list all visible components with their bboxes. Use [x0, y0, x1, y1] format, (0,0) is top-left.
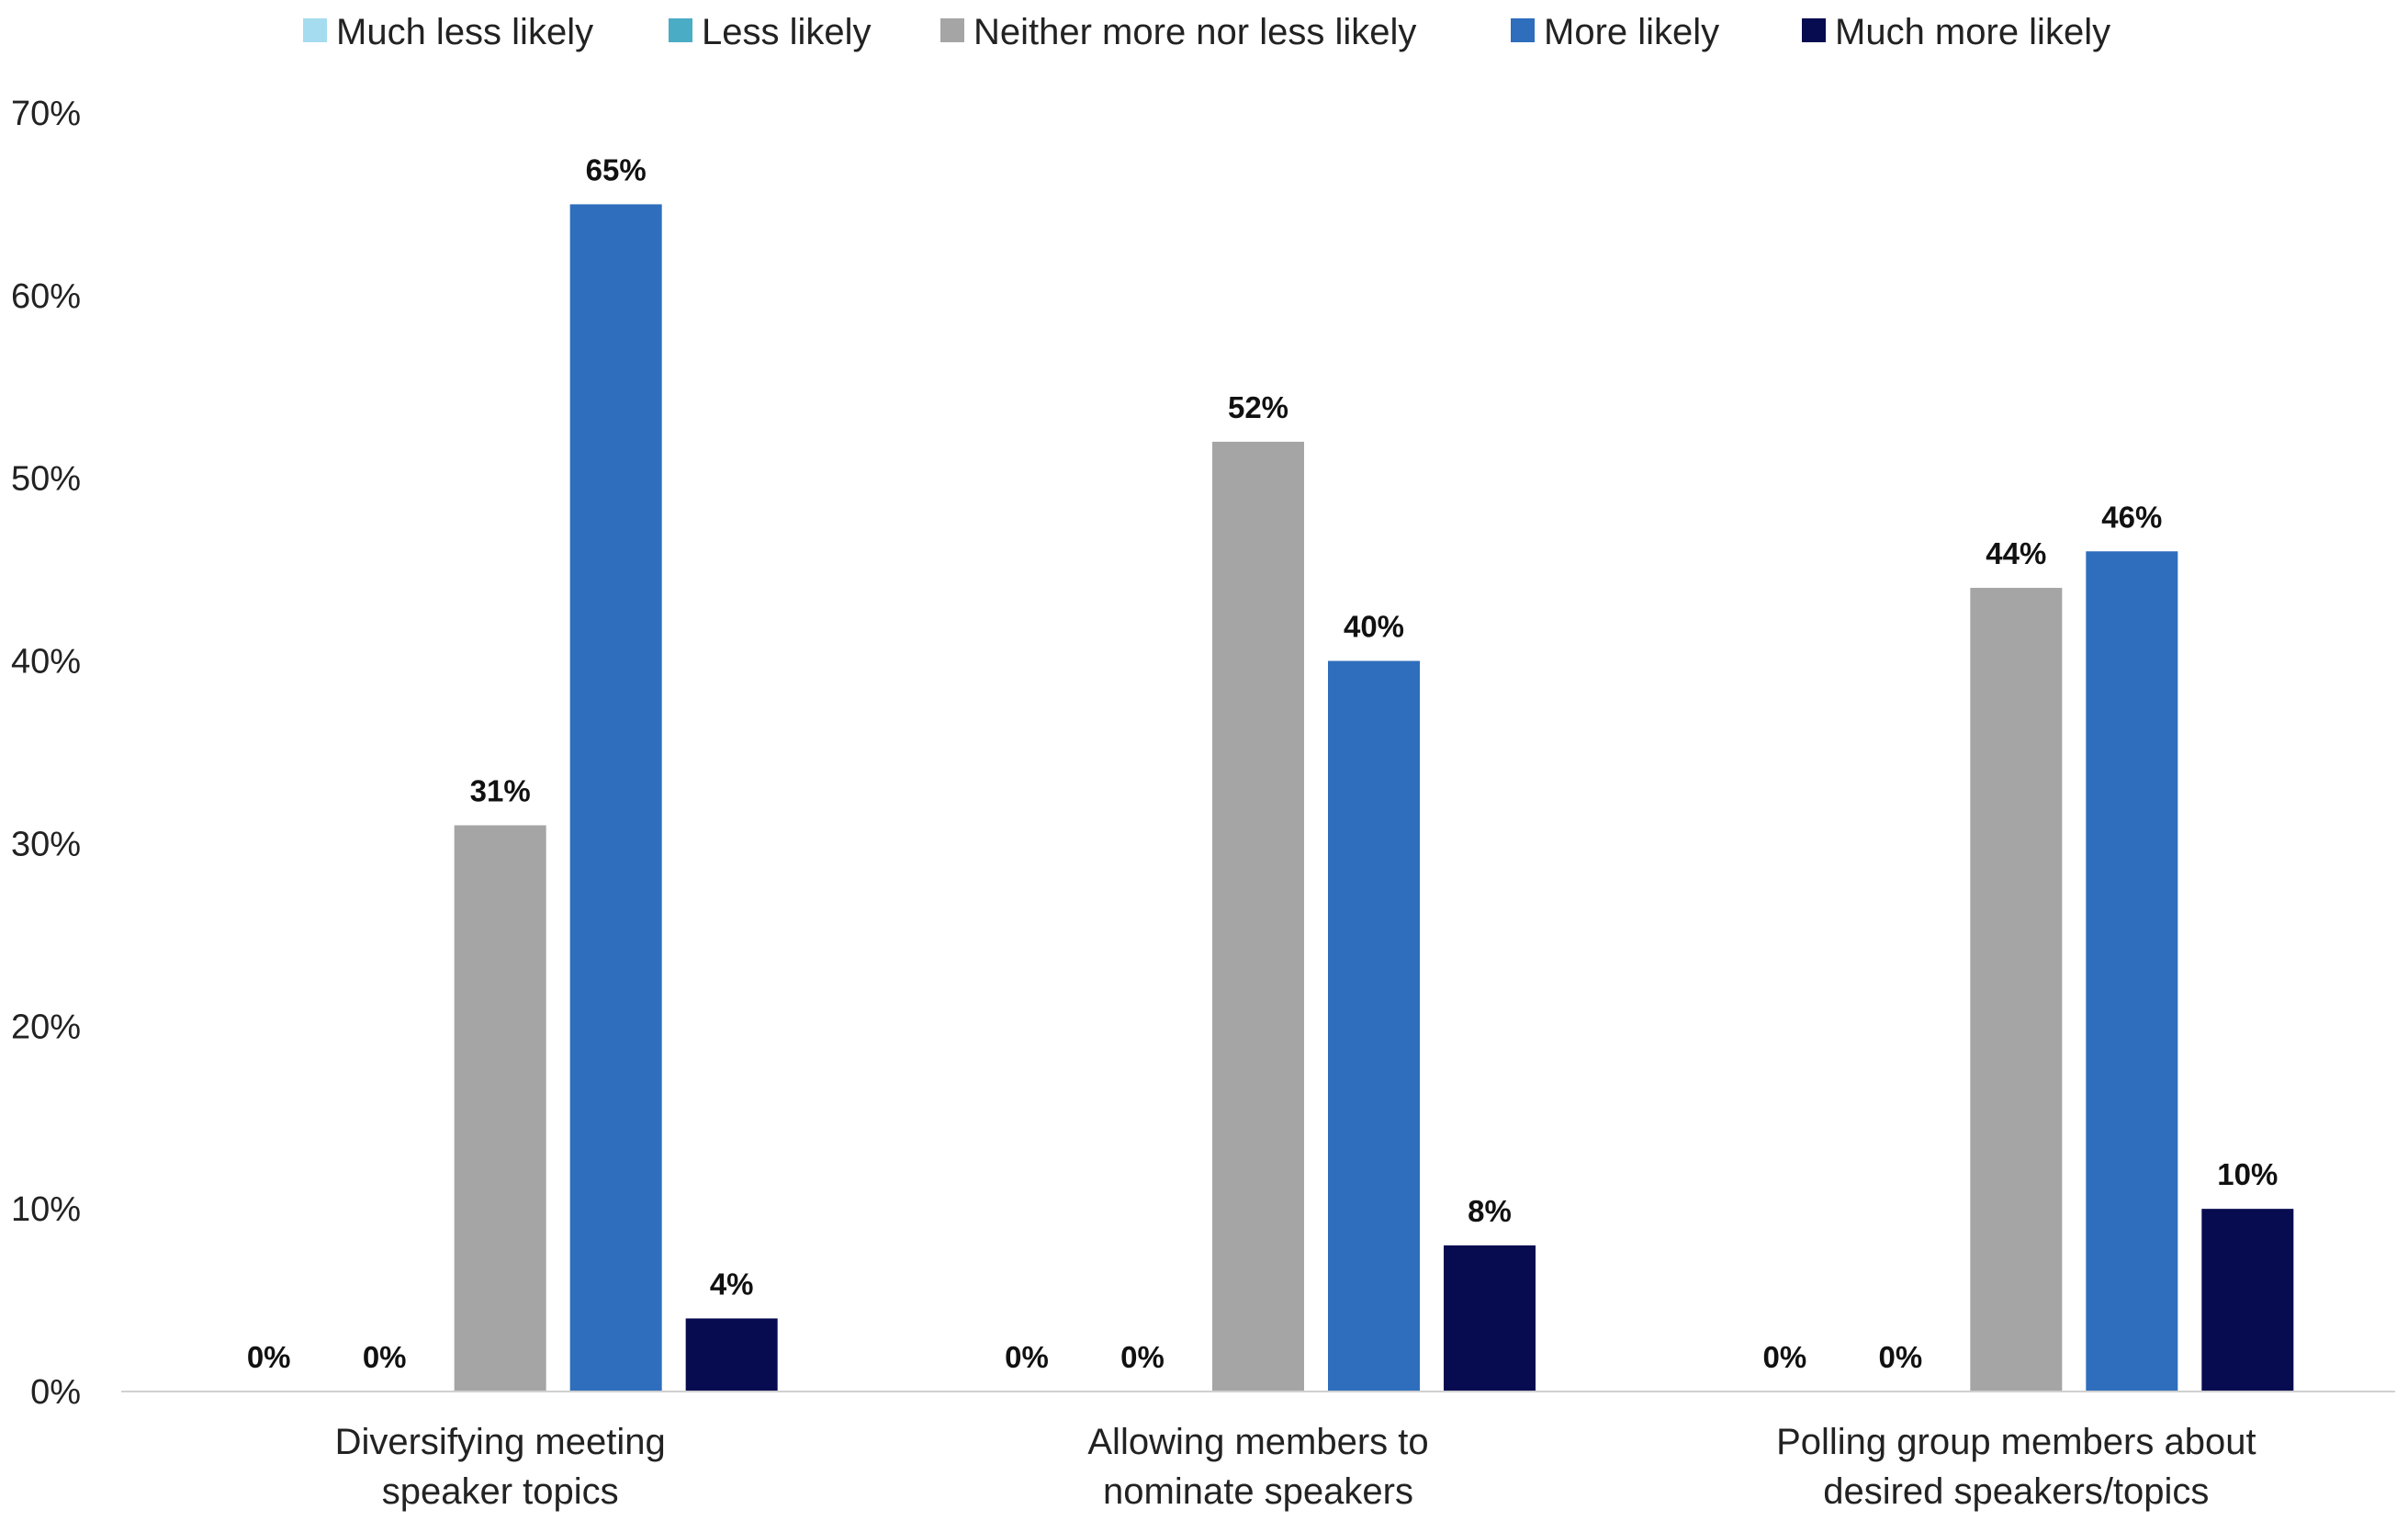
bar	[1444, 1245, 1536, 1391]
category-label: Diversifying meeting speaker topics	[335, 1422, 666, 1512]
bar	[1328, 660, 1420, 1391]
legend-label: More likely	[1544, 12, 1719, 52]
data-label: 46%	[2101, 500, 2162, 534]
y-tick-label: 70%	[11, 95, 81, 133]
legend-item: Neither more nor less likely	[940, 12, 1416, 52]
bar	[1970, 588, 2063, 1391]
legend-swatch	[303, 18, 327, 42]
data-label: 10%	[2217, 1157, 2278, 1191]
legend-label: Neither more nor less likely	[973, 12, 1416, 52]
legend-label: Much more likely	[1835, 12, 2110, 52]
legend-swatch	[669, 18, 692, 42]
legend-item: Much less likely	[303, 12, 593, 52]
y-tick-label: 20%	[11, 1008, 81, 1046]
y-tick-label: 40%	[11, 643, 81, 682]
data-label: 0%	[1005, 1340, 1049, 1374]
bar	[569, 204, 662, 1391]
bar	[454, 825, 546, 1391]
y-tick-label: 30%	[11, 825, 81, 863]
data-label: 4%	[710, 1267, 754, 1301]
legend-swatch	[940, 18, 964, 42]
data-label: 0%	[1120, 1340, 1165, 1374]
bar	[2086, 551, 2178, 1391]
data-label: 52%	[1228, 390, 1288, 424]
data-label: 0%	[363, 1340, 407, 1374]
bar	[2201, 1209, 2294, 1391]
legend-item: More likely	[1511, 12, 1719, 52]
data-label: 40%	[1344, 610, 1404, 644]
y-tick-label: 50%	[11, 460, 81, 499]
data-label: 0%	[1762, 1340, 1806, 1374]
bars: 0% 0% 31% 65% 4% 0% 0% 52% 40% 8% 0% 0% 44% 46% 10%	[247, 152, 2294, 1391]
legend-swatch	[1511, 18, 1535, 42]
legend-item: Less likely	[669, 12, 872, 52]
data-label: 31%	[470, 774, 531, 808]
y-tick-label: 10%	[11, 1190, 81, 1229]
data-label: 0%	[247, 1340, 291, 1374]
legend-label: Less likely	[702, 12, 872, 52]
y-tick-label: 0%	[30, 1373, 81, 1412]
data-label: 44%	[1986, 536, 2046, 570]
data-label: 0%	[1878, 1340, 1922, 1374]
bar	[685, 1318, 778, 1391]
y-axis: 0% 10% 20% 30% 40% 50% 60% 70%	[11, 95, 81, 1412]
data-label: 65%	[586, 152, 647, 186]
category-label: Allowing members to nominate speakers	[1087, 1422, 1428, 1512]
category-label: Polling group members about desired speak…	[1776, 1422, 2256, 1512]
legend-label: Much less likely	[336, 12, 593, 52]
legend-item: Much more likely	[1802, 12, 2110, 52]
legend: Much less likely Less likely Neither more …	[303, 12, 2110, 52]
legend-swatch	[1802, 18, 1826, 42]
x-axis: Diversifying meeting speaker topics Allowi…	[121, 1391, 2395, 1512]
bar	[1212, 441, 1304, 1391]
data-label: 8%	[1468, 1194, 1512, 1228]
y-tick-label: 60%	[11, 277, 81, 316]
